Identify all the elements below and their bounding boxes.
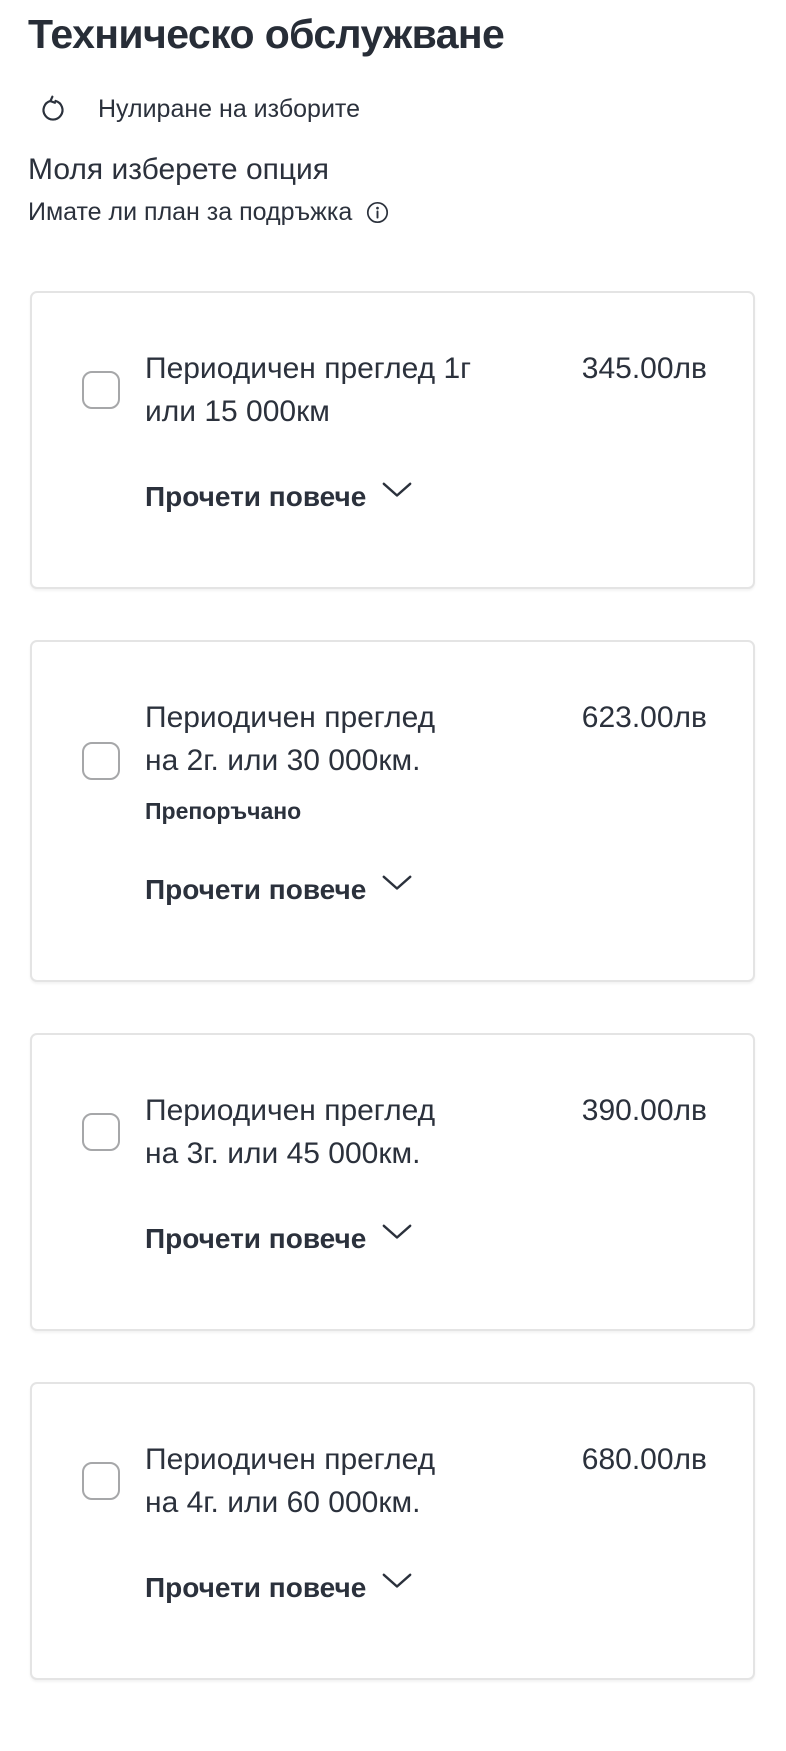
option-card-4y-60000km: Периодичен преглед на 4г. или 60 000км. … [30,1382,755,1681]
option-price: 345.00лв [581,352,707,386]
option-title: Периодичен преглед 1г или 15 000км [145,352,472,429]
option-checkbox[interactable] [82,1113,120,1152]
option-price: 623.00лв [581,701,707,735]
recommended-badge: Препоръчано [145,798,302,825]
info-icon[interactable] [366,201,389,224]
read-more-label: Прочети повече [145,1572,367,1604]
page-title: Техническо обслужване [28,11,505,57]
read-more-button[interactable]: Прочети повече [145,874,707,906]
read-more-label: Прочети повече [145,874,367,906]
chevron-down-icon [382,875,412,891]
option-card-1y-15000km: Периодичен преглед 1г или 15 000км 345.0… [30,291,755,590]
chevron-down-icon [382,482,412,498]
option-title: Периодичен преглед на 3г. или 45 000км. [145,1094,436,1171]
option-title: Периодичен преглед на 2г. или 30 000км. [145,701,436,778]
read-more-label: Прочети повече [145,1223,367,1255]
option-card-3y-45000km: Периодичен преглед на 3г. или 45 000км. … [30,1033,755,1332]
reset-selections-label: Нулиране на изборите [98,94,360,123]
maintenance-section: Техническо обслужване Нулиране на избори… [28,11,755,1681]
select-option-prompt: Моля изберете опция [28,153,330,187]
option-title: Периодичен преглед на 4г. или 60 000км. [145,1443,436,1520]
undo-arrow-icon [38,94,68,124]
reset-selections-button[interactable]: Нулиране на изборите [38,94,755,124]
maintenance-plan-question: Имате ли план за подръжка [28,198,755,227]
chevron-down-icon [382,1224,412,1240]
read-more-button[interactable]: Прочети повече [145,1223,707,1255]
option-price: 680.00лв [581,1443,707,1477]
option-price: 390.00лв [581,1094,707,1128]
option-card-2y-30000km: Периодичен преглед на 2г. или 30 000км. … [30,640,755,983]
read-more-label: Прочети повече [145,481,367,513]
read-more-button[interactable]: Прочети повече [145,481,707,513]
option-checkbox[interactable] [82,742,120,781]
option-checkbox[interactable] [82,371,120,410]
chevron-down-icon [382,1573,412,1589]
option-checkbox[interactable] [82,1462,120,1501]
read-more-button[interactable]: Прочети повече [145,1572,707,1604]
option-card-list: Периодичен преглед 1г или 15 000км 345.0… [30,291,755,1681]
question-label: Имате ли план за подръжка [28,198,353,227]
